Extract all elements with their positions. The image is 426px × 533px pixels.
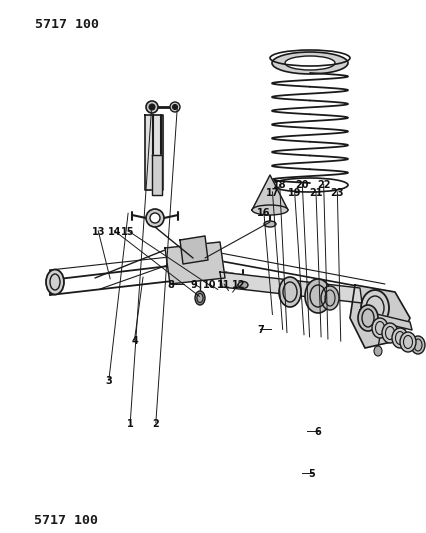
Text: 10: 10 [202,280,216,290]
Polygon shape [180,236,207,264]
Text: 1: 1 [127,419,133,429]
Ellipse shape [373,346,381,356]
Text: 18: 18 [272,181,286,190]
Ellipse shape [357,305,377,331]
Text: 5717 100: 5717 100 [34,514,98,527]
Ellipse shape [410,336,424,354]
Text: 8: 8 [167,280,174,290]
Text: 20: 20 [295,181,308,190]
Ellipse shape [391,328,407,348]
Text: 23: 23 [330,188,343,198]
Ellipse shape [263,221,275,227]
Ellipse shape [320,286,338,310]
Ellipse shape [237,281,248,288]
Polygon shape [359,310,411,330]
Circle shape [149,104,155,110]
Ellipse shape [381,323,397,343]
Text: 4: 4 [131,336,138,346]
Ellipse shape [196,294,202,303]
Ellipse shape [360,290,388,326]
Polygon shape [349,285,409,348]
Text: 11: 11 [217,280,230,290]
Ellipse shape [271,52,347,74]
Circle shape [146,209,164,227]
Polygon shape [251,175,287,210]
Text: 2: 2 [152,419,159,429]
Ellipse shape [46,270,64,295]
Circle shape [146,101,158,113]
Text: 5: 5 [308,470,314,479]
Circle shape [170,102,180,112]
Text: 6: 6 [314,427,321,437]
Polygon shape [164,242,225,284]
Polygon shape [219,272,361,303]
Ellipse shape [195,291,204,305]
Polygon shape [145,115,163,190]
Ellipse shape [399,332,415,352]
Ellipse shape [371,318,387,338]
Text: 14: 14 [107,227,121,237]
Text: 9: 9 [190,280,197,290]
Circle shape [172,104,177,109]
Circle shape [150,213,160,223]
Ellipse shape [251,205,287,215]
Text: 22: 22 [316,181,330,190]
Text: 15: 15 [121,227,135,237]
Text: 3: 3 [105,376,112,386]
Text: 16: 16 [256,208,270,218]
Text: 12: 12 [231,280,245,290]
Ellipse shape [304,279,330,313]
Text: 21: 21 [308,188,322,198]
Text: 17: 17 [265,188,279,198]
Text: 19: 19 [287,188,301,198]
Text: 7: 7 [256,326,263,335]
Polygon shape [152,155,161,195]
Ellipse shape [284,56,334,70]
Text: 13: 13 [91,227,105,237]
Ellipse shape [278,277,300,307]
Text: 5717 100: 5717 100 [35,18,99,31]
